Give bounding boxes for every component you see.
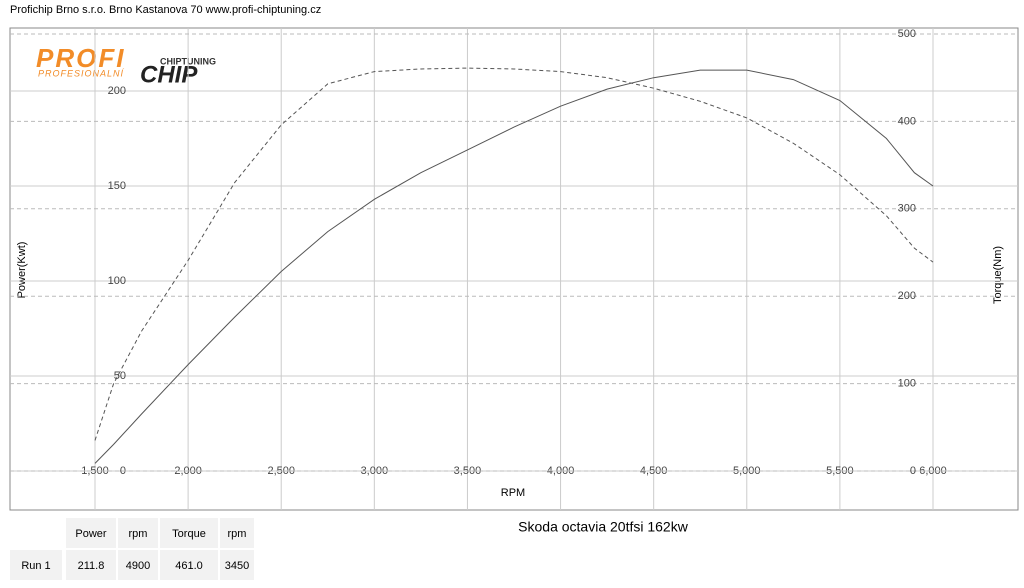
header: Profichip Brno s.r.o. Brno Kastanova 70 … <box>10 4 321 16</box>
y2-tick-label: 500 <box>898 28 916 40</box>
y2-tick-label: 0 <box>910 465 916 477</box>
table-cell-text: 461.0 <box>175 560 203 572</box>
results-table: Power rpm Torque rpm Run 1 211.8 4900 461.0 3450 <box>10 518 254 580</box>
table-cell <box>66 550 116 580</box>
table-header-cell <box>118 518 158 548</box>
x-axis-label: RPM <box>501 487 525 499</box>
table-cell <box>160 550 218 580</box>
y-tick-label: 150 <box>108 180 126 192</box>
y2-tick-label: 400 <box>898 115 916 127</box>
table-header-cell <box>220 518 254 548</box>
logo-profesionalni: PROFESIONALNÍ <box>38 68 125 78</box>
y-tick-label: 200 <box>108 85 126 97</box>
table-cell-text: 3450 <box>225 560 249 572</box>
table-cell <box>10 550 62 580</box>
y2-tick-label: 300 <box>898 203 916 215</box>
y2-axis-label: Torque(Nm) <box>992 246 1004 304</box>
table-cell-text: Run 1 <box>21 560 50 572</box>
series-line <box>94 67 934 441</box>
logo-profi: PROFI <box>36 43 125 73</box>
table-header-cell <box>160 518 218 548</box>
table-cell-text: 211.8 <box>78 560 105 572</box>
table-header: Torque <box>172 528 206 540</box>
table-header-cell <box>66 518 116 548</box>
table-cell-text: 4900 <box>126 560 150 572</box>
table-cell <box>118 550 158 580</box>
y2-tick-label: 200 <box>898 290 916 302</box>
logo-chip: CHIP <box>140 61 198 88</box>
table-header: rpm <box>228 528 247 540</box>
table-header: rpm <box>129 528 148 540</box>
chart-frame <box>9 27 1019 511</box>
table-header: Power <box>75 528 107 540</box>
y-tick-label: 100 <box>108 275 126 287</box>
y-axis-label: Power(Kwt) <box>16 242 28 299</box>
y2-tick-label: 100 <box>898 378 916 390</box>
table-cell <box>220 550 254 580</box>
series-line <box>94 69 934 464</box>
y-tick-label: 50 <box>114 370 126 382</box>
chart-title: Skoda octavia 20tfsi 162kw <box>518 519 689 535</box>
